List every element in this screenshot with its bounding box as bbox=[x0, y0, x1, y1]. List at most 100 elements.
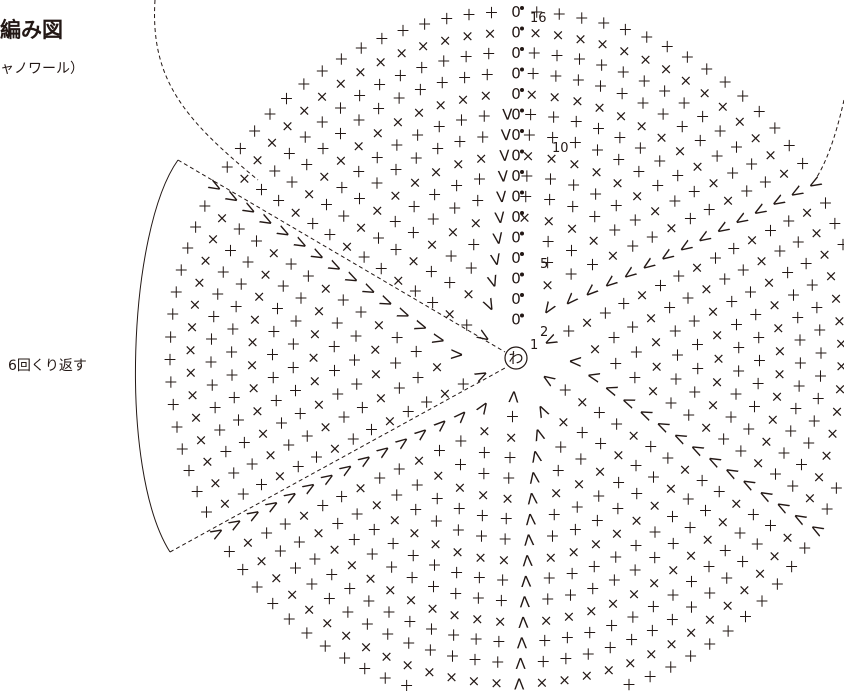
single-crochet-icon: × bbox=[717, 513, 730, 531]
single-crochet-icon: ＋ bbox=[624, 631, 639, 649]
single-crochet-icon: ＋ bbox=[427, 557, 442, 575]
single-crochet-icon: × bbox=[813, 468, 826, 486]
single-crochet-icon: ＋ bbox=[665, 586, 680, 604]
single-crochet-icon: ＋ bbox=[259, 525, 274, 543]
single-crochet-icon: × bbox=[550, 484, 563, 502]
single-crochet-icon: ＋ bbox=[388, 161, 403, 179]
single-crochet-icon: ＋ bbox=[351, 112, 366, 130]
single-crochet-icon: × bbox=[679, 461, 692, 479]
single-crochet-icon: ＋ bbox=[607, 572, 622, 590]
increase-stitch-icon: V bbox=[656, 247, 677, 266]
single-crochet-icon: ＋ bbox=[671, 268, 686, 286]
single-crochet-icon: × bbox=[700, 280, 713, 298]
single-crochet-icon: ＋ bbox=[522, 126, 537, 144]
single-crochet-icon: × bbox=[730, 495, 743, 513]
increase-stitch-icon: V bbox=[411, 423, 432, 443]
single-crochet-icon: × bbox=[768, 547, 781, 565]
single-crochet-icon: × bbox=[423, 663, 436, 681]
single-crochet-icon: ＋ bbox=[695, 108, 710, 126]
single-crochet-icon: ＋ bbox=[408, 501, 423, 519]
single-crochet-icon: ＋ bbox=[469, 631, 484, 649]
single-crochet-icon: ＋ bbox=[476, 465, 491, 483]
single-crochet-icon: × bbox=[443, 305, 456, 323]
increase-stitch-icon: V bbox=[494, 208, 507, 227]
single-crochet-icon: × bbox=[199, 252, 212, 270]
single-crochet-icon: × bbox=[409, 173, 422, 191]
increase-stitch-icon: V bbox=[561, 290, 581, 311]
single-crochet-icon: ＋ bbox=[265, 346, 280, 364]
single-crochet-icon: ＋ bbox=[610, 500, 625, 518]
single-crochet-icon: ＋ bbox=[349, 375, 364, 393]
single-crochet-icon: ＋ bbox=[352, 87, 367, 105]
single-crochet-icon: × bbox=[707, 396, 720, 414]
single-crochet-icon: ＋ bbox=[337, 650, 352, 668]
single-crochet-icon: × bbox=[468, 672, 481, 690]
single-crochet-icon: ＋ bbox=[206, 308, 221, 326]
single-crochet-icon: × bbox=[700, 419, 713, 437]
single-crochet-icon: ＋ bbox=[750, 536, 765, 554]
increase-stitch-icon: V bbox=[481, 295, 499, 316]
section-guide-top-right bbox=[814, 99, 844, 181]
increase-stitch-icon: V bbox=[520, 572, 532, 590]
increase-stitch-icon: V bbox=[768, 193, 789, 212]
single-crochet-icon: × bbox=[825, 267, 838, 285]
single-crochet-icon: ＋ bbox=[519, 167, 534, 185]
single-crochet-icon: ＋ bbox=[675, 118, 690, 136]
single-crochet-icon: ＋ bbox=[835, 236, 844, 254]
single-crochet-icon: ＋ bbox=[392, 379, 407, 397]
single-crochet-icon: ＋ bbox=[660, 449, 675, 467]
single-crochet-icon: ＋ bbox=[361, 593, 376, 611]
increase-stitch-icon: V bbox=[489, 250, 503, 270]
single-crochet-icon: ＋ bbox=[795, 155, 810, 173]
single-crochet-icon: ＋ bbox=[667, 193, 682, 211]
single-crochet-icon: × bbox=[303, 600, 316, 618]
single-crochet-icon: × bbox=[755, 252, 768, 270]
single-crochet-icon: × bbox=[434, 96, 447, 114]
increase-stitch-icon: V bbox=[537, 370, 558, 389]
single-crochet-icon: ＋ bbox=[223, 242, 238, 260]
single-crochet-icon: × bbox=[341, 237, 354, 255]
single-crochet-icon: × bbox=[340, 627, 353, 645]
single-crochet-icon: ＋ bbox=[663, 394, 678, 412]
single-crochet-icon: × bbox=[249, 310, 262, 328]
single-crochet-icon: × bbox=[636, 286, 649, 304]
single-crochet-icon: × bbox=[647, 382, 660, 400]
single-crochet-icon: × bbox=[665, 635, 678, 653]
single-crochet-icon: ＋ bbox=[588, 185, 603, 203]
single-crochet-icon: × bbox=[810, 224, 823, 242]
single-crochet-icon: × bbox=[494, 613, 507, 631]
section-divider-lower bbox=[169, 367, 506, 553]
increase-stitch-icon: V bbox=[222, 188, 243, 206]
single-crochet-icon: ＋ bbox=[548, 67, 563, 85]
single-crochet-icon: × bbox=[826, 425, 839, 443]
single-crochet-icon: ＋ bbox=[424, 263, 439, 281]
single-crochet-icon: ＋ bbox=[782, 137, 797, 155]
single-crochet-icon: ＋ bbox=[542, 570, 557, 588]
single-crochet-icon: × bbox=[660, 60, 673, 78]
single-crochet-icon: × bbox=[685, 623, 698, 641]
chain-stitch-icon: 0 bbox=[511, 229, 521, 247]
single-crochet-icon: ＋ bbox=[315, 62, 330, 80]
single-crochet-icon: × bbox=[426, 236, 439, 254]
single-crochet-icon: ＋ bbox=[718, 73, 733, 91]
single-crochet-icon: × bbox=[674, 142, 687, 160]
single-crochet-icon: ＋ bbox=[174, 261, 189, 279]
single-crochet-icon: ＋ bbox=[423, 642, 438, 660]
single-crochet-icon: ＋ bbox=[453, 456, 468, 474]
single-crochet-icon: × bbox=[369, 341, 382, 359]
single-crochet-icon: × bbox=[447, 223, 460, 241]
single-crochet-icon: ＋ bbox=[574, 9, 589, 27]
single-crochet-icon: ＋ bbox=[381, 604, 396, 622]
increase-stitch-icon: V bbox=[755, 486, 776, 504]
single-crochet-icon: ＋ bbox=[271, 192, 286, 210]
single-crochet-icon: × bbox=[429, 535, 442, 553]
single-crochet-icon: ＋ bbox=[212, 421, 227, 439]
single-crochet-icon: × bbox=[462, 285, 475, 303]
single-crochet-icon: ＋ bbox=[598, 304, 613, 322]
single-crochet-icon: ＋ bbox=[571, 71, 586, 89]
increase-stitch-icon: V bbox=[600, 273, 621, 293]
single-crochet-icon: ＋ bbox=[732, 524, 747, 542]
single-crochet-icon: ＋ bbox=[646, 598, 661, 616]
single-crochet-icon: ＋ bbox=[545, 129, 560, 147]
single-crochet-icon: × bbox=[452, 155, 465, 173]
